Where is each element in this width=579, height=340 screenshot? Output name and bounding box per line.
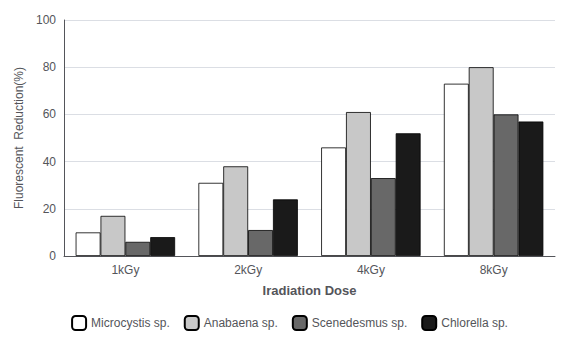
svg-text:40: 40 bbox=[43, 155, 57, 169]
svg-text:Microcystis sp.: Microcystis sp. bbox=[91, 316, 170, 330]
svg-text:4kGy: 4kGy bbox=[357, 263, 385, 277]
svg-text:Iradiation Dose: Iradiation Dose bbox=[263, 283, 357, 298]
svg-text:0: 0 bbox=[49, 249, 56, 263]
svg-text:Fluorescent Reduction(%): Fluorescent Reduction(%) bbox=[12, 67, 26, 209]
svg-text:60: 60 bbox=[43, 107, 57, 121]
svg-text:1kGy: 1kGy bbox=[111, 263, 139, 277]
svg-text:80: 80 bbox=[43, 60, 57, 74]
svg-text:Chlorella sp.: Chlorella sp. bbox=[441, 316, 508, 330]
svg-text:20: 20 bbox=[43, 202, 57, 216]
svg-text:Scenedesmus sp.: Scenedesmus sp. bbox=[312, 316, 407, 330]
svg-text:Anabaena sp.: Anabaena sp. bbox=[204, 316, 278, 330]
svg-text:2kGy: 2kGy bbox=[234, 263, 262, 277]
svg-text:100: 100 bbox=[36, 13, 56, 27]
svg-text:8kGy: 8kGy bbox=[480, 263, 508, 277]
